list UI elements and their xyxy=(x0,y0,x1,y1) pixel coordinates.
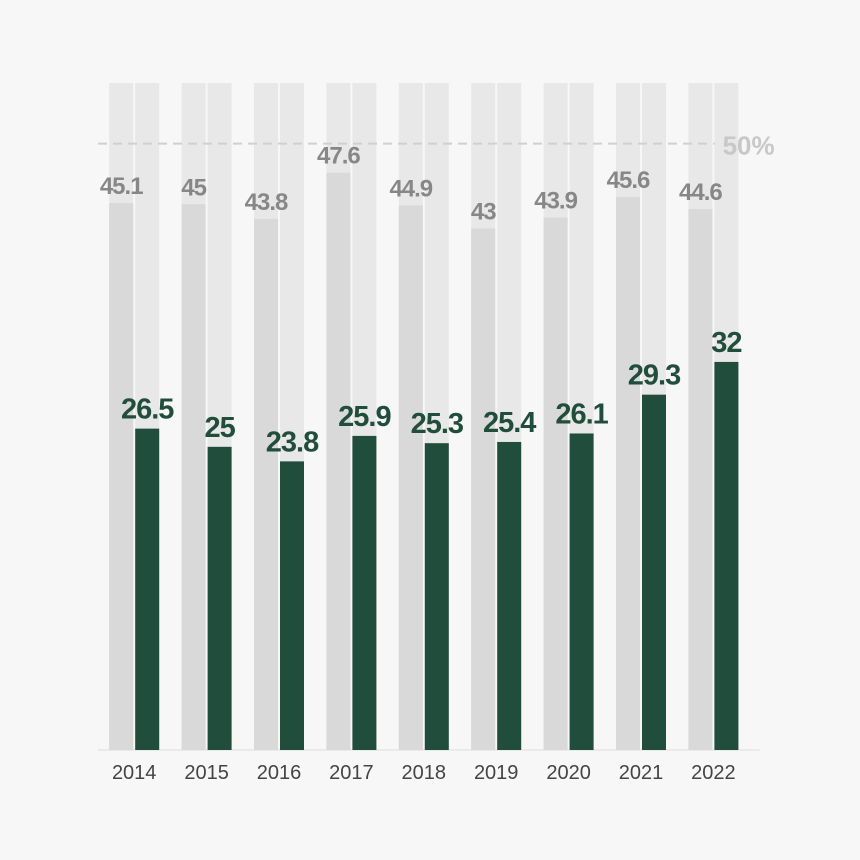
bar xyxy=(207,446,232,750)
bar xyxy=(326,172,351,750)
x-tick-label: 2016 xyxy=(257,762,302,784)
value-label: 25.3 xyxy=(411,408,464,440)
bar xyxy=(135,428,160,750)
value-label: 23.8 xyxy=(266,426,319,458)
value-label: 44.6 xyxy=(679,179,722,206)
bar xyxy=(642,394,666,750)
value-label: 43.9 xyxy=(534,188,577,215)
x-tick-label: 2021 xyxy=(619,762,664,784)
value-label: 26.5 xyxy=(121,394,174,426)
bar xyxy=(688,209,713,750)
x-tick-label: 2019 xyxy=(474,762,519,784)
value-label: 44.9 xyxy=(389,175,432,202)
value-label: 43.8 xyxy=(245,189,288,216)
value-label: 29.3 xyxy=(628,360,681,392)
value-label: 32 xyxy=(711,327,741,359)
bar xyxy=(398,205,423,750)
value-label: 47.6 xyxy=(317,143,360,170)
bar xyxy=(109,203,134,750)
value-label: 25 xyxy=(204,412,235,444)
bar xyxy=(181,204,206,751)
value-label: 25.4 xyxy=(483,407,536,439)
x-tick-label: 2014 xyxy=(112,762,157,784)
x-tick-label: 2022 xyxy=(691,762,736,784)
value-label: 26.1 xyxy=(555,398,608,430)
bar xyxy=(616,196,640,751)
bar xyxy=(497,441,522,750)
bar xyxy=(424,443,449,750)
bar xyxy=(714,361,739,750)
value-label: 25.9 xyxy=(338,401,391,433)
bar xyxy=(352,435,377,750)
bar xyxy=(569,433,594,750)
x-tick-label: 2017 xyxy=(329,762,374,784)
value-label: 43 xyxy=(471,199,496,226)
bar xyxy=(254,218,278,751)
x-tick-label: 2015 xyxy=(184,762,229,784)
bar xyxy=(543,217,568,750)
value-label: 45 xyxy=(181,174,206,201)
x-tick-label: 2020 xyxy=(546,762,591,784)
value-label: 45.1 xyxy=(100,173,143,200)
bar xyxy=(280,461,304,750)
value-label: 45.6 xyxy=(607,167,650,194)
x-tick-label: 2018 xyxy=(402,762,447,784)
reference-label: 50% xyxy=(723,131,775,161)
bar xyxy=(471,228,496,750)
